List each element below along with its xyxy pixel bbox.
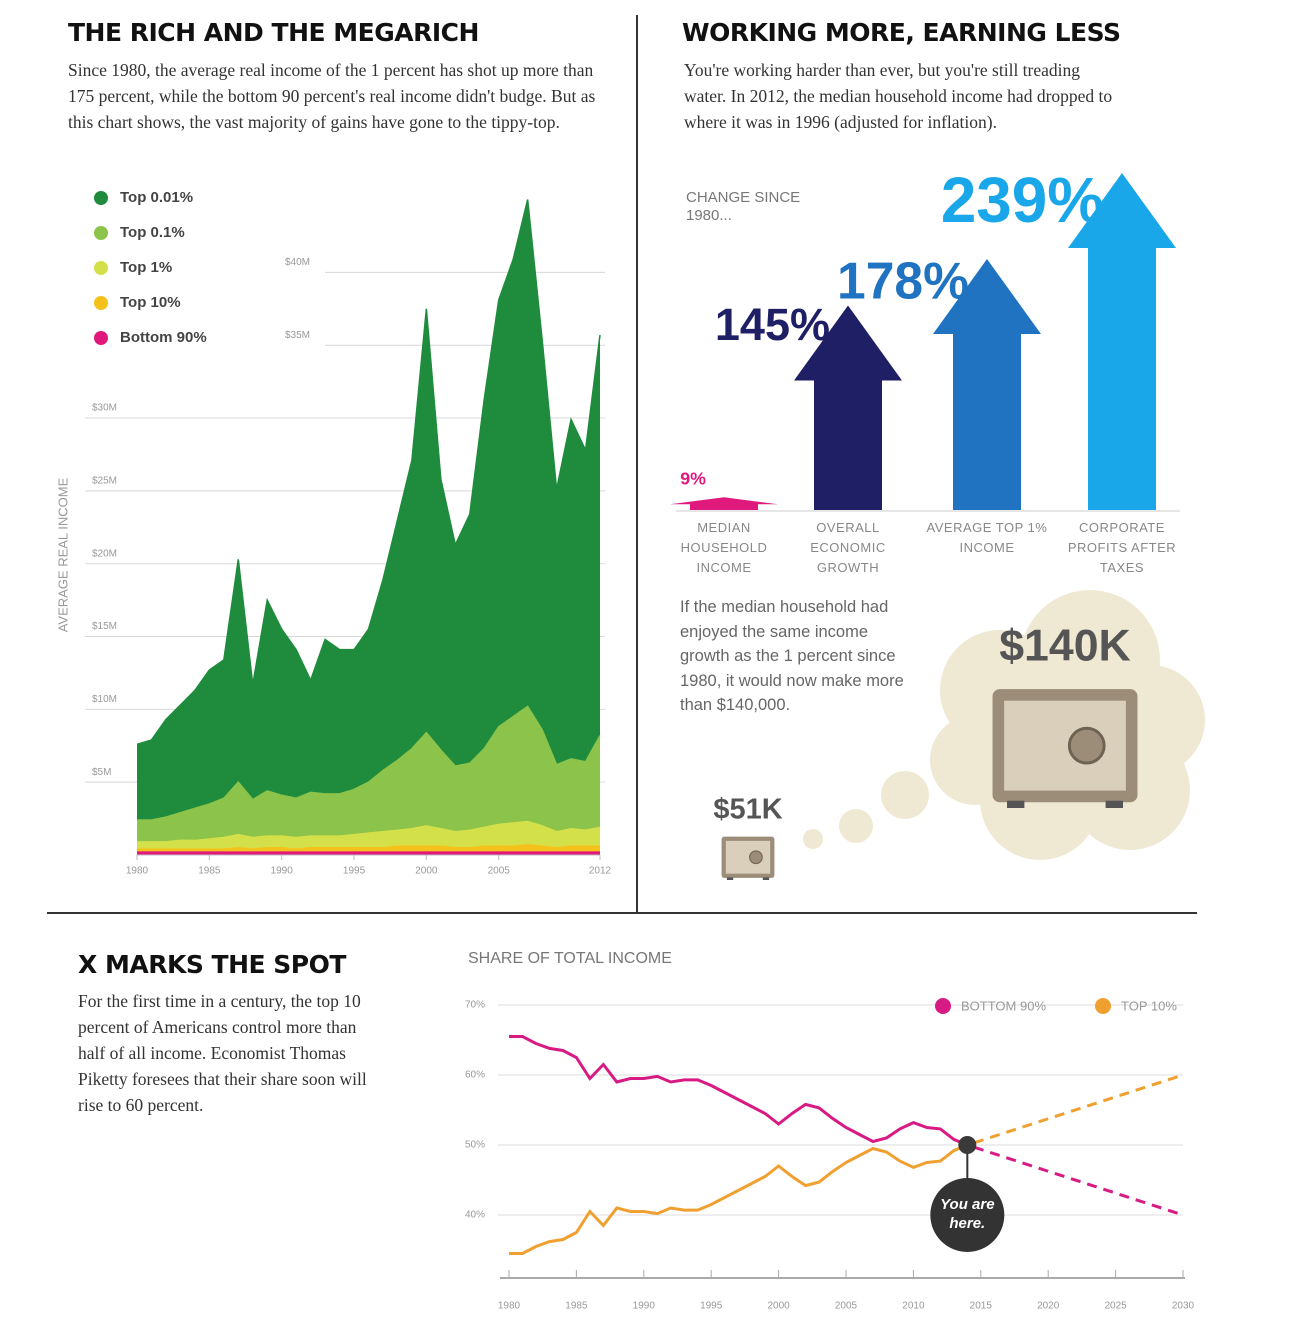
value-label: 9% [680,469,706,489]
y-tick-label: $40M [285,257,310,268]
value-label: 239% [941,164,1104,236]
x-tick-label: 1995 [343,866,366,877]
legend-swatch [94,261,108,275]
x-tick-label: 1980 [498,1301,521,1312]
panel-text: Since 1980, the average real income of t… [68,60,596,132]
legend-label: Top 0.1% [120,224,185,241]
panel-title: WORKING MORE, EARNING LESS [682,18,1121,47]
safe-door [725,840,771,874]
area-fill [137,199,600,856]
x-tick-label: 2000 [767,1301,790,1312]
panel-text: For the first time in a century, the top… [78,991,367,1115]
legend-label: Top 10% [120,294,181,311]
legend-swatch [1095,998,1111,1014]
y-tick-label: $35M [285,330,310,341]
category-label: OVERALL ECONOMIC GROWTH [810,520,886,575]
x-tick-label: 1985 [198,866,221,877]
x-tick-label: 2025 [1104,1301,1127,1312]
x-tick-label: 1990 [271,866,294,877]
y-tick-label: $25M [92,476,117,487]
category-label: AVERAGE TOP 1% INCOME [926,520,1048,555]
legend-label: BOTTOM 90% [961,998,1046,1013]
marker [958,1136,977,1154]
y-tick-label: 40% [465,1210,485,1221]
x-tick-label: 2012 [589,866,612,877]
arrow [1068,173,1176,510]
y-tick-label: $15M [92,621,117,632]
legend-label: Top 0.01% [120,189,193,206]
panel-title: X MARKS THE SPOT [78,950,346,979]
legend-label: TOP 10% [1121,998,1177,1013]
x-tick-label: 1990 [633,1301,656,1312]
x-tick-label: 1985 [565,1301,588,1312]
panel-title: THE RICH AND THE MEGARICH [68,18,479,47]
legend-swatch [94,191,108,205]
area-edge [136,199,601,746]
legend-swatch [94,226,108,240]
safe-dial [749,850,763,865]
panel-text: You're working harder than ever, but you… [684,60,1113,132]
callout-label: $51K [713,793,782,825]
x-tick-label: 1995 [700,1301,723,1312]
area-fill [137,706,600,855]
value-label: 178% [837,251,969,309]
arrow [933,259,1041,510]
annotation: You are here. [940,1196,995,1232]
note: If the median household had enjoyed the … [680,598,904,714]
safe-dial [1067,726,1106,765]
x-tick-label: 2005 [488,866,511,877]
y-tick-label: 60% [465,1070,485,1081]
x-tick-label: 2000 [415,866,438,877]
arrow [794,305,902,510]
callout-label: $140K [999,622,1131,671]
line [509,1073,1184,1255]
area-edge [137,820,601,843]
y-axis-label: AVERAGE REAL INCOME [55,477,70,632]
callout-bubble [930,1178,1005,1252]
value-label: 145% [715,299,830,350]
legend-label: Bottom 90% [120,329,207,346]
y-tick-label: 70% [465,1000,485,1011]
legend-swatch [94,296,108,310]
legend-swatch [94,331,108,345]
line [509,1035,1184,1217]
safe-foot [1105,800,1123,808]
arrow [670,497,778,510]
safe-foot [762,877,770,880]
safe-foot [726,877,734,880]
x-tick-label: 2030 [1172,1301,1195,1312]
x-tick-label: 2005 [835,1301,858,1312]
y-tick-label: $5M [92,767,111,778]
safe-door [1004,700,1126,791]
x-tick-label: 2015 [970,1301,993,1312]
y-tick-label: 50% [465,1140,485,1151]
safe-foot [1007,800,1025,808]
legend-swatch [935,998,951,1014]
chart-label: SHARE OF TOTAL INCOME [468,950,672,967]
y-tick-label: $30M [92,403,117,414]
area-edge [137,705,601,821]
y-tick-label: $20M [92,548,117,559]
category-label: CORPORATE PROFITS AFTER TAXES [1067,520,1177,575]
x-tick-label: 2010 [902,1301,925,1312]
category-label: MEDIAN HOUSEHOLD INCOME [680,520,768,575]
y-tick-label: $10M [92,694,117,705]
x-tick-label: 2020 [1037,1301,1060,1312]
x-tick-label: 1980 [126,866,149,877]
legend-label: Top 1% [120,259,172,276]
area-edge [137,844,600,850]
annotation: CHANGE SINCE 1980... [686,189,801,224]
